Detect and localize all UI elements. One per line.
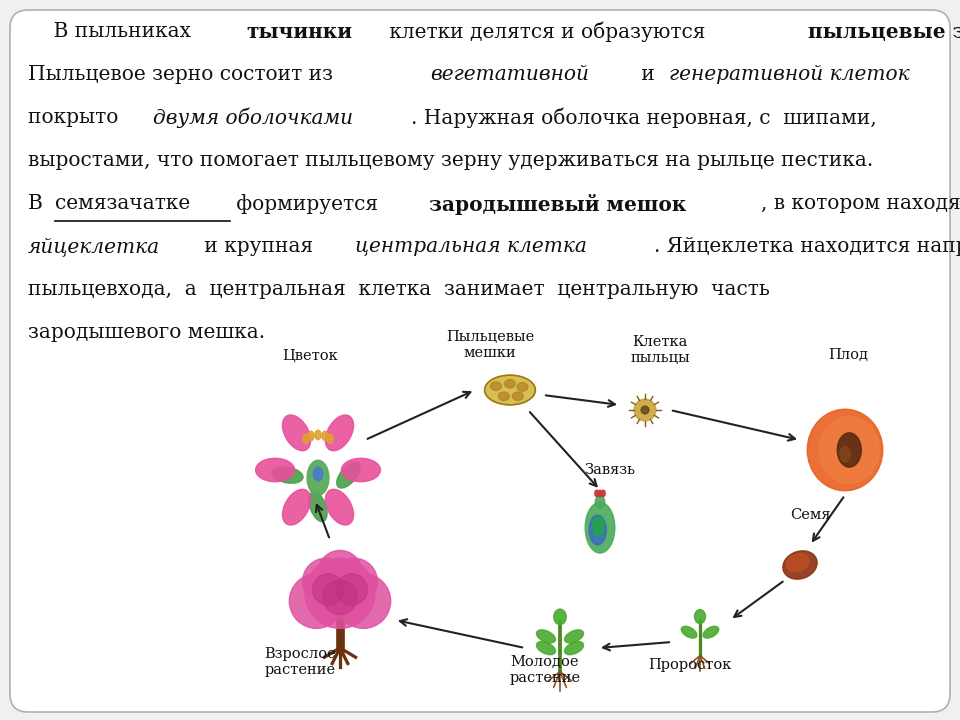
Text: покрыто: покрыто — [28, 108, 125, 127]
Circle shape — [635, 399, 656, 421]
Ellipse shape — [586, 503, 614, 553]
Circle shape — [289, 574, 344, 629]
Text: двумя оболочками: двумя оболочками — [153, 108, 353, 128]
Ellipse shape — [564, 642, 584, 654]
Text: Плод: Плод — [828, 348, 868, 362]
Text: Пыльцевое зерно состоит из: Пыльцевое зерно состоит из — [28, 65, 340, 84]
Ellipse shape — [282, 490, 311, 525]
Circle shape — [302, 558, 349, 605]
Ellipse shape — [807, 409, 883, 491]
Text: зародышевый мешок: зародышевый мешок — [429, 194, 686, 215]
Ellipse shape — [517, 382, 528, 391]
Ellipse shape — [498, 392, 509, 400]
Text: В пыльниках: В пыльниках — [28, 22, 198, 41]
Text: Завязь: Завязь — [585, 463, 636, 477]
Text: Проросток: Проросток — [648, 658, 732, 672]
Ellipse shape — [505, 379, 516, 388]
Ellipse shape — [307, 460, 329, 495]
Ellipse shape — [840, 446, 851, 462]
Ellipse shape — [694, 610, 706, 624]
Ellipse shape — [819, 417, 879, 483]
Ellipse shape — [564, 630, 584, 643]
Ellipse shape — [302, 434, 309, 444]
Ellipse shape — [342, 459, 380, 482]
Circle shape — [318, 550, 362, 594]
Text: пыльцевхода,  а  центральная  клетка  занимает  центральную  часть: пыльцевхода, а центральная клетка занима… — [28, 280, 770, 299]
Circle shape — [336, 574, 368, 605]
Ellipse shape — [491, 382, 501, 390]
Text: генеративной клеток: генеративной клеток — [669, 65, 909, 84]
Ellipse shape — [554, 609, 566, 625]
Text: . Яйцеклетка находится напротив: . Яйцеклетка находится напротив — [655, 237, 960, 256]
Text: Семя: Семя — [790, 508, 830, 522]
Ellipse shape — [309, 492, 327, 521]
Circle shape — [336, 574, 391, 629]
Circle shape — [641, 406, 649, 414]
Text: яйцеклетка: яйцеклетка — [28, 237, 160, 256]
Ellipse shape — [337, 462, 360, 488]
Text: Взрослое
растение: Взрослое растение — [264, 647, 336, 677]
Ellipse shape — [322, 431, 328, 441]
Ellipse shape — [537, 642, 556, 654]
Ellipse shape — [282, 415, 311, 451]
Ellipse shape — [255, 459, 295, 482]
Text: Клетка
пыльцы: Клетка пыльцы — [630, 335, 690, 365]
Text: пыльцевые зерна: пыльцевые зерна — [807, 22, 960, 42]
Ellipse shape — [513, 392, 523, 400]
Ellipse shape — [313, 467, 323, 481]
Ellipse shape — [325, 415, 353, 451]
Text: клетки делятся и образуются: клетки делятся и образуются — [383, 22, 712, 42]
Ellipse shape — [537, 630, 556, 643]
Ellipse shape — [786, 554, 809, 572]
Ellipse shape — [595, 490, 599, 497]
Text: и: и — [635, 65, 661, 84]
Text: Цветок: Цветок — [282, 348, 338, 362]
Text: вегетативной: вегетативной — [430, 65, 588, 84]
Ellipse shape — [593, 516, 604, 536]
Circle shape — [323, 580, 357, 614]
Text: выростами, что помогает пыльцевому зерну удерживаться на рыльце пестика.: выростами, что помогает пыльцевому зерну… — [28, 151, 874, 170]
Ellipse shape — [703, 626, 719, 638]
Ellipse shape — [598, 490, 602, 497]
Ellipse shape — [837, 433, 861, 467]
Ellipse shape — [325, 490, 353, 525]
Ellipse shape — [315, 431, 321, 440]
Ellipse shape — [308, 431, 314, 441]
Text: семязачатке: семязачатке — [56, 194, 191, 213]
Text: Молодое
растение: Молодое растение — [510, 654, 581, 685]
Ellipse shape — [273, 467, 303, 483]
Ellipse shape — [327, 434, 333, 444]
Ellipse shape — [589, 516, 607, 545]
Text: и крупная: и крупная — [199, 237, 320, 256]
Circle shape — [313, 574, 344, 605]
FancyBboxPatch shape — [10, 10, 950, 712]
Text: зародышевого мешка.: зародышевого мешка. — [28, 323, 265, 342]
Text: центральная клетка: центральная клетка — [355, 237, 588, 256]
Ellipse shape — [682, 626, 697, 638]
Text: В: В — [28, 194, 49, 213]
Text: Пыльцевые
мешки: Пыльцевые мешки — [445, 330, 534, 360]
Text: . Наружная оболочка неровная, с  шипами,: . Наружная оболочка неровная, с шипами, — [411, 108, 876, 128]
Ellipse shape — [782, 551, 817, 579]
Ellipse shape — [485, 375, 536, 405]
Ellipse shape — [595, 495, 605, 508]
Circle shape — [330, 558, 377, 605]
Circle shape — [305, 558, 375, 629]
Text: тычинки: тычинки — [247, 22, 352, 42]
Text: , в котором находятся: , в котором находятся — [761, 194, 960, 213]
Ellipse shape — [601, 490, 605, 497]
Text: формируется: формируется — [230, 194, 384, 214]
